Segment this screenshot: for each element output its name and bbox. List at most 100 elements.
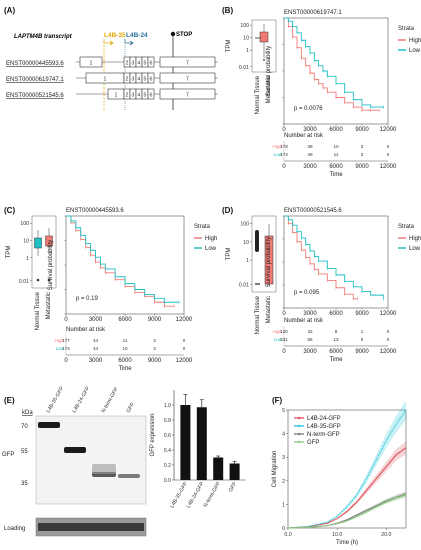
- km-plot-d: ENST00000521545.6 Survival probability 0 30…: [266, 208, 421, 317]
- risk-xtick-label: 6000: [329, 349, 343, 355]
- box-normal: [34, 237, 42, 249]
- risk-row-label: High: [55, 338, 65, 343]
- risk-value: 39: [307, 144, 313, 149]
- panel-label-b: (B): [222, 6, 233, 15]
- legend-title: Strata: [398, 224, 415, 230]
- exon-box: [147, 72, 155, 84]
- risk-xtick-label: 9000: [355, 349, 369, 355]
- panel-label-c: (C): [4, 206, 15, 215]
- legend-title: Strata: [194, 224, 211, 230]
- boxplot-frame: [31, 215, 57, 289]
- legend-title: Strata: [398, 26, 415, 32]
- km-p-value: p = 0.0076: [294, 106, 323, 112]
- exon-number: 4: [138, 77, 141, 83]
- migration-xtick-label: 0.0: [284, 532, 291, 538]
- km-xtick-label: 3000: [89, 317, 103, 323]
- risk-value: 1: [361, 329, 364, 334]
- km-xtick-label: 3000: [303, 311, 317, 317]
- km-xtick-label: 0: [282, 311, 286, 317]
- risk-value: 44: [93, 338, 99, 343]
- exon-box: [147, 56, 155, 68]
- exon-number: 7: [186, 77, 189, 83]
- risk-row-label: Low: [274, 337, 283, 342]
- exon-number: 2: [126, 93, 129, 99]
- migration-legend-marker: [297, 440, 301, 444]
- start-24-arrow-icon: [124, 39, 132, 44]
- transcript-id: ENST00000521545.6: [6, 93, 64, 99]
- risk-row-label: High: [273, 329, 283, 334]
- blot-lane-label: L4B-35-GFP: [46, 385, 66, 414]
- migration-legend-label: L4B-24-GFP: [307, 416, 341, 422]
- risk-row-label: Low: [56, 346, 65, 351]
- exon-number: 1: [115, 93, 118, 99]
- migration-ytick-label: 5: [282, 408, 285, 414]
- km-curve-low: [284, 215, 385, 299]
- start-site-24: L4B-24: [126, 32, 148, 39]
- bar: [196, 407, 207, 480]
- kda-label: kDa: [22, 410, 33, 416]
- risk-time-label: Time: [329, 172, 343, 178]
- tpm-tick-label: 0.01: [239, 282, 249, 288]
- exon-number: 7: [186, 61, 189, 67]
- risk-row-label: High: [273, 144, 283, 149]
- migration-ytick-label: 3: [282, 455, 285, 461]
- risk-value: 10: [122, 346, 128, 351]
- risk-xtick-label: 0: [282, 349, 286, 355]
- migration-error-band: [288, 441, 406, 528]
- exon-box: [159, 88, 216, 100]
- boxplot-frame: [251, 215, 277, 293]
- exon-number: 7: [186, 93, 189, 99]
- legend-label: Low: [205, 246, 217, 252]
- risk-value: 11: [123, 338, 128, 343]
- blot-smear-nterm: [92, 464, 116, 474]
- km-p-value: p = 0.19: [76, 296, 99, 302]
- risk-value: 3: [153, 338, 156, 343]
- transcript-id: ENST00000445593.6: [6, 61, 64, 67]
- exon-box: [147, 88, 155, 100]
- stop-label: STOP: [176, 32, 192, 38]
- tpm-tick-label: 10: [23, 238, 29, 244]
- risk-table-title: Number at risk: [284, 318, 324, 324]
- box-xlabel-normal: Normal Tissue: [255, 75, 261, 114]
- risk-value: 5: [361, 337, 364, 342]
- migration-xlabel: Time (h): [336, 540, 358, 546]
- exon-number: 5: [144, 77, 147, 83]
- transcript-diagram: ENST00000445593.6 1 2 3 4 5 6 7ENST00000619747.…: [6, 56, 218, 100]
- migration-legend-label: L4B-35-GFP: [307, 424, 341, 430]
- tpm-tick-label: 0.01: [239, 65, 249, 71]
- risk-time-label: Time: [329, 357, 343, 363]
- migration-xtick-label: 20.0: [381, 532, 391, 538]
- migration-legend-marker: [297, 432, 301, 436]
- bar-ytick-label: 0.6: [164, 433, 171, 439]
- tpm-boxplot-d: TPM 100 10 1 0.01 Normal Tissue Metastatic: [226, 215, 277, 334]
- exon-number: 6: [150, 77, 153, 83]
- risk-value: 3: [361, 152, 364, 157]
- migration-ytick-label: 2: [282, 479, 285, 485]
- tpm-tick-label: 1: [26, 256, 29, 262]
- km-curve-high: [284, 215, 358, 300]
- legend-label: Low: [409, 48, 421, 54]
- tpm-tick-label: 100: [240, 222, 249, 228]
- risk-value: 231: [280, 337, 288, 342]
- panel-label-a: (A): [4, 6, 15, 15]
- exon-number: 3: [132, 93, 135, 99]
- migration-ytick-label: 4: [282, 432, 285, 438]
- exon-box: [159, 56, 216, 68]
- km-ylabel: Survival probability: [48, 240, 54, 290]
- panel-f: (F) Cell Migration Time (h) 0 1 2 3 4 5 0.0 10.0 2…: [272, 396, 407, 546]
- box-outlier: [263, 59, 265, 61]
- exon-number: 6: [150, 93, 153, 99]
- transcript-id: ENST00000619747.1: [6, 77, 64, 83]
- box-metastatic: [45, 235, 53, 247]
- risk-xtick-label: 9000: [355, 164, 369, 170]
- migration-ytick-label: 1: [282, 502, 285, 508]
- bar-category-label: N-term-GFP: [203, 481, 223, 509]
- migration-legend-marker: [297, 424, 301, 428]
- km-xtick-label: 12000: [176, 317, 193, 323]
- km-xtick-label: 0: [64, 317, 68, 323]
- km-xtick-label: 6000: [329, 127, 343, 133]
- km-xtick-label: 9000: [355, 311, 369, 317]
- risk-value: 8: [335, 329, 338, 334]
